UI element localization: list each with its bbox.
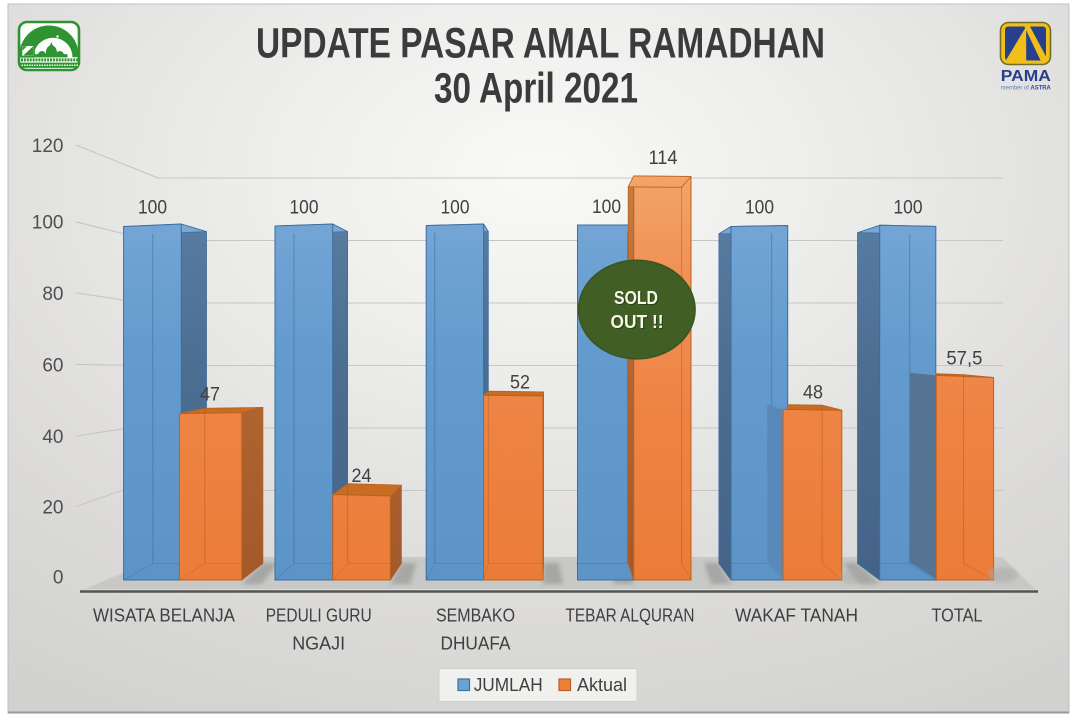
svg-text:30 April 2021: 30 April 2021 bbox=[434, 65, 638, 113]
svg-text:80: 80 bbox=[42, 284, 63, 305]
svg-text:57,5: 57,5 bbox=[946, 348, 982, 370]
svg-text:60: 60 bbox=[42, 355, 63, 376]
svg-text:20: 20 bbox=[42, 497, 63, 518]
svg-text:SEMBAKO: SEMBAKO bbox=[436, 606, 515, 626]
svg-text:SOLD: SOLD bbox=[614, 287, 658, 308]
svg-text:TEBAR ALQURAN: TEBAR ALQURAN bbox=[566, 606, 695, 626]
svg-text:UPDATE PASAR AMAL RAMADHAN: UPDATE PASAR AMAL RAMADHAN bbox=[256, 20, 825, 68]
svg-text:24: 24 bbox=[352, 465, 372, 487]
svg-text:NGAJI: NGAJI bbox=[292, 634, 345, 654]
svg-text:0: 0 bbox=[53, 567, 64, 588]
svg-text:PAMA: PAMA bbox=[1001, 68, 1051, 85]
svg-text:member of ASTRA: member of ASTRA bbox=[1001, 85, 1052, 92]
svg-text:40: 40 bbox=[42, 427, 63, 448]
svg-text:SOLD: SOLD bbox=[615, 288, 659, 309]
svg-text:100: 100 bbox=[290, 197, 319, 219]
svg-text:100: 100 bbox=[441, 197, 470, 219]
svg-text:52: 52 bbox=[510, 372, 530, 394]
svg-text:WISATA BELANJA: WISATA BELANJA bbox=[93, 606, 235, 626]
svg-text:114: 114 bbox=[649, 147, 678, 169]
svg-text:100: 100 bbox=[745, 197, 774, 219]
svg-text:PEDULI GURU: PEDULI GURU bbox=[266, 606, 372, 626]
svg-text:OUT !!: OUT !! bbox=[611, 311, 664, 332]
svg-text:Aktual: Aktual bbox=[577, 674, 627, 695]
svg-text:WAKAF TANAH: WAKAF TANAH bbox=[735, 606, 858, 626]
svg-text:JUMLAH: JUMLAH bbox=[474, 674, 543, 695]
svg-text:100: 100 bbox=[138, 197, 167, 219]
svg-text:100: 100 bbox=[894, 197, 923, 219]
svg-text:TOTAL: TOTAL bbox=[932, 606, 983, 626]
svg-text:OUT !!: OUT !! bbox=[612, 312, 665, 333]
svg-text:47: 47 bbox=[200, 384, 220, 406]
svg-text:48: 48 bbox=[803, 382, 823, 404]
svg-text:DHUAFA: DHUAFA bbox=[441, 634, 511, 654]
svg-text:120: 120 bbox=[32, 136, 64, 157]
svg-text:100: 100 bbox=[32, 213, 64, 234]
svg-text:100: 100 bbox=[592, 196, 621, 218]
